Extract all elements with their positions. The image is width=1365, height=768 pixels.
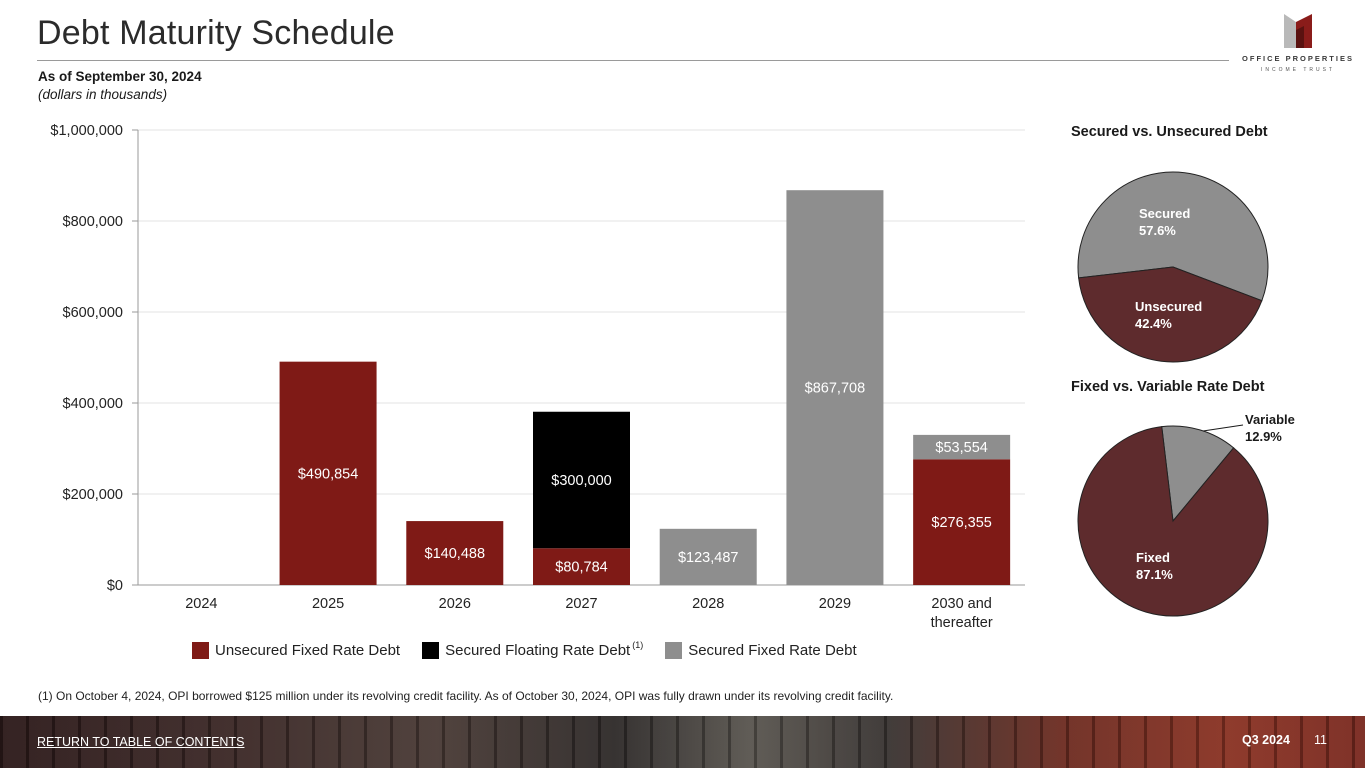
x-tick-label: 2029 <box>819 596 851 612</box>
secured-pie-title: Secured vs. Unsecured Debt <box>1071 124 1268 140</box>
quarter-label: Q3 2024 <box>1242 733 1290 747</box>
bar-segment <box>913 459 1011 585</box>
pie-slice-value: 12.9% <box>1245 429 1282 444</box>
pie-slice-label: Unsecured <box>1135 299 1202 314</box>
bar-data-label: $80,784 <box>555 560 607 576</box>
pie-slice-label: Fixed <box>1136 550 1170 565</box>
pie-slice-value: 57.6% <box>1139 223 1176 238</box>
x-tick-label: 2028 <box>692 596 724 612</box>
x-tick-label: 2030 and <box>931 596 991 612</box>
legend-swatch-unsecured-fixed <box>192 642 209 659</box>
bar-segment <box>279 361 377 585</box>
bar-data-label: $123,487 <box>678 550 738 566</box>
legend-item-secured-fixed: Secured Fixed Rate Debt <box>665 642 857 659</box>
pie-slice-value: 87.1% <box>1136 567 1173 582</box>
y-tick-label: $400,000 <box>63 396 123 412</box>
rate-pie-title: Fixed vs. Variable Rate Debt <box>1071 379 1265 395</box>
x-tick-label: thereafter <box>931 615 993 631</box>
bar-segment <box>786 190 884 585</box>
legend-swatch-secured-fixed <box>665 642 683 659</box>
legend-swatch-secured-floating <box>422 642 440 659</box>
bar-segment <box>406 521 504 585</box>
y-tick-label: $0 <box>107 578 123 594</box>
title-divider <box>37 60 1229 61</box>
page-title: Debt Maturity Schedule <box>37 14 395 52</box>
logo-mark-icon <box>1284 14 1312 48</box>
as-of-date: As of September 30, 2024 <box>38 69 202 84</box>
x-tick-label: 2025 <box>312 596 344 612</box>
legend-label-unsecured-fixed: Unsecured Fixed Rate Debt <box>215 642 401 659</box>
y-tick-label: $200,000 <box>63 487 123 503</box>
bar-segment <box>659 528 757 585</box>
pie-slice <box>1077 171 1269 302</box>
legend-item-secured-floating: Secured Floating Rate Debt (1) <box>422 639 644 659</box>
page-number: 11 <box>1314 733 1327 747</box>
bar-data-label: $490,854 <box>298 466 358 482</box>
pie-slice-label: Variable <box>1245 412 1295 427</box>
debt-charts: $0 $200,000 $400,000 $600,000 $800,000 $1,000… <box>50 123 1295 631</box>
legend-label-secured-floating: Secured Floating Rate Debt <box>445 642 631 659</box>
x-tick-label: 2024 <box>185 596 217 612</box>
pie-slice-value: 42.4% <box>1135 316 1172 331</box>
logo-subtitle: INCOME TRUST <box>1261 67 1335 73</box>
y-tick-label: $800,000 <box>63 214 123 230</box>
x-tick-label: 2027 <box>565 596 597 612</box>
footnote: (1) On October 4, 2024, OPI borrowed $12… <box>38 689 894 703</box>
bar-data-label: $867,708 <box>805 381 865 397</box>
units-note: (dollars in thousands) <box>38 87 168 102</box>
pie-slice <box>1077 426 1269 617</box>
bar-segment <box>533 548 630 585</box>
bar-segment <box>533 411 630 549</box>
legend-footnote-marker: (1) <box>632 639 644 650</box>
y-tick-label: $600,000 <box>63 305 123 321</box>
bar-segment <box>913 434 1011 460</box>
legend-label-secured-fixed: Secured Fixed Rate Debt <box>688 642 857 659</box>
footer-photo-texture <box>0 716 1365 768</box>
logo-name: OFFICE PROPERTIES <box>1242 54 1354 63</box>
pie-slice <box>1078 266 1263 363</box>
table-of-contents-link[interactable]: RETURN TO TABLE OF CONTENTS <box>37 735 245 749</box>
footer-banner <box>0 716 1365 768</box>
pie-label-leader-line <box>1202 424 1244 432</box>
pie-slice-label: Secured <box>1139 206 1190 221</box>
company-logo: OFFICE PROPERTIES INCOME TRUST <box>1240 12 1356 82</box>
pie-slice <box>1161 425 1235 523</box>
x-tick-label: 2026 <box>439 596 471 612</box>
bar-data-label: $140,488 <box>425 546 485 562</box>
bar-chart-legend: Unsecured Fixed Rate Debt Secured Floati… <box>192 639 879 659</box>
bar-data-label: $300,000 <box>551 473 611 489</box>
bar-data-label: $276,355 <box>931 515 991 531</box>
bar-data-label: $53,554 <box>935 440 987 456</box>
legend-item-unsecured-fixed: Unsecured Fixed Rate Debt <box>192 642 400 659</box>
y-tick-label: $1,000,000 <box>50 123 123 139</box>
